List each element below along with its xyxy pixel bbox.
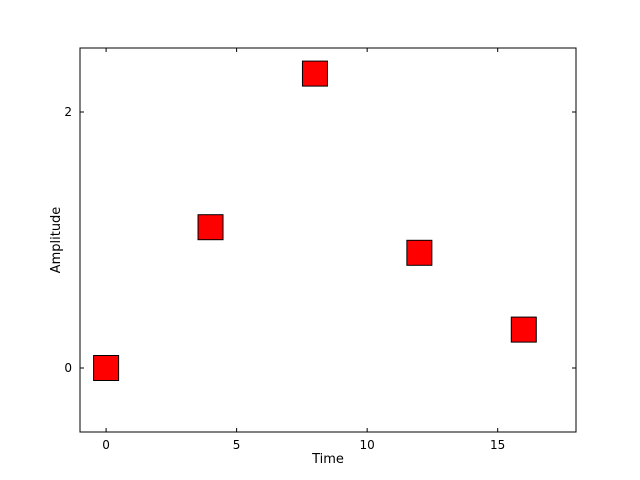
y-tick-label: 0 — [64, 361, 72, 375]
x-tick-label: 0 — [102, 438, 110, 452]
y-axis-label: Amplitude — [49, 207, 64, 274]
y-axis-ticks: 02 — [64, 105, 576, 375]
y-tick-label: 2 — [64, 105, 72, 119]
plot-area — [79, 47, 577, 433]
data-point-marker — [510, 316, 537, 343]
x-tick-label: 15 — [490, 438, 505, 452]
data-point-marker — [301, 60, 328, 87]
x-axis-label: Time — [311, 452, 344, 467]
x-tick-label: 10 — [360, 438, 375, 452]
data-point-marker — [406, 239, 433, 266]
x-tick-label: 5 — [233, 438, 241, 452]
data-points — [93, 60, 537, 381]
data-point-marker — [93, 355, 120, 381]
data-point-marker — [197, 214, 224, 241]
x-axis-ticks: 0 5 10 15 — [102, 48, 505, 452]
